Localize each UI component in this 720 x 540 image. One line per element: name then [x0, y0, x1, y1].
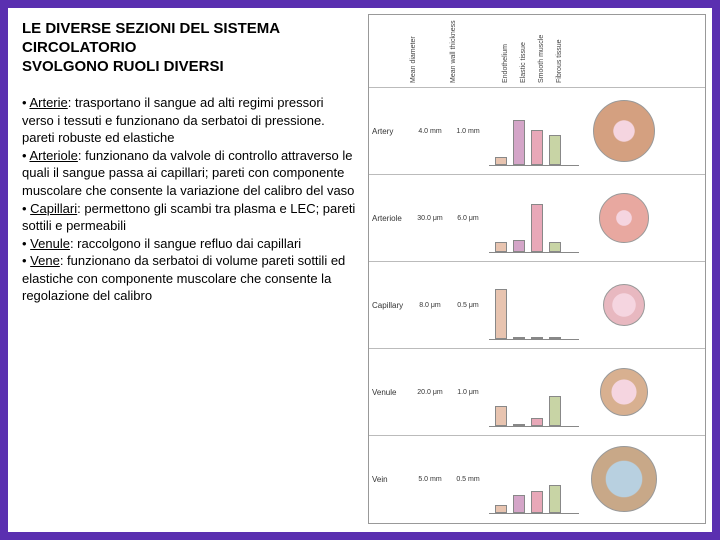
- bar: [513, 495, 525, 513]
- slide-panel: LE DIVERSE SEZIONI DEL SISTEMA CIRCOLATO…: [8, 8, 712, 532]
- bar: [549, 337, 561, 339]
- bar: [495, 505, 507, 513]
- bar: [495, 157, 507, 165]
- row-barchart: [489, 270, 579, 340]
- vessel-table-figure: Mean diameter Mean wall thickness Endothel…: [368, 14, 706, 524]
- bullet-term: Venule: [30, 236, 70, 251]
- bar: [531, 204, 543, 252]
- column-header: Mean diameter: [410, 36, 417, 83]
- row-thickness: 1.0 μm: [449, 389, 487, 396]
- vessel-illustration: [585, 444, 663, 514]
- row-diameter: 20.0 μm: [411, 389, 449, 396]
- row-barchart: [489, 444, 579, 514]
- vessel-row: Venule20.0 μm1.0 μm: [369, 348, 705, 435]
- vessel-illustration: [585, 357, 663, 427]
- bullet-item: • Arteriole: funzionano da valvole di co…: [22, 147, 358, 200]
- vessel-ring: [599, 193, 649, 243]
- text-column: LE DIVERSE SEZIONI DEL SISTEMA CIRCOLATO…: [8, 8, 368, 532]
- bullet-item: • Arterie: trasportano il sangue ad alti…: [22, 94, 358, 147]
- bullet-term: Arteriole: [29, 148, 77, 163]
- bar: [513, 337, 525, 339]
- row-thickness: 0.5 mm: [449, 476, 487, 483]
- bar: [549, 242, 561, 252]
- bullet-term: Arterie: [29, 95, 67, 110]
- rows-container: Artery4.0 mm1.0 mmArteriole30.0 μm6.0 μm…: [369, 87, 705, 523]
- row-barchart: [489, 357, 579, 427]
- row-diameter: 4.0 mm: [411, 128, 449, 135]
- row-barchart: [489, 96, 579, 166]
- bar: [549, 396, 561, 426]
- vessel-ring: [593, 100, 655, 162]
- row-label: Arteriole: [369, 214, 411, 223]
- row-diameter: 8.0 μm: [411, 302, 449, 309]
- bullet-item: • Venule: raccolgono il sangue refluo da…: [22, 235, 358, 253]
- title-l1: LE DIVERSE SEZIONI DEL SISTEMA: [22, 20, 280, 37]
- bar: [531, 418, 543, 426]
- row-diameter: 30.0 μm: [411, 215, 449, 222]
- vessel-ring: [600, 368, 648, 416]
- vessel-illustration: [585, 96, 663, 166]
- title-l3: SVOLGONO RUOLI DIVERSI: [22, 58, 224, 75]
- vessel-ring: [603, 284, 645, 326]
- vessel-ring: [591, 446, 657, 512]
- row-thickness: 0.5 μm: [449, 302, 487, 309]
- vessel-row: Vein5.0 mm0.5 mm: [369, 435, 705, 522]
- bullet-text: : trasportano il sangue ad alti regimi p…: [22, 95, 325, 145]
- bullet-text: : funzionano da serbatoi di volume paret…: [22, 253, 345, 303]
- row-thickness: 1.0 mm: [449, 128, 487, 135]
- column-header: Fibrous tissue: [556, 39, 563, 83]
- vessel-row: Artery4.0 mm1.0 mm: [369, 87, 705, 174]
- bullet-term: Vene: [30, 253, 60, 268]
- bullet-item: • Capillari: permettono gli scambi tra p…: [22, 200, 358, 235]
- row-label: Artery: [369, 127, 411, 136]
- bar: [513, 240, 525, 252]
- row-label: Capillary: [369, 301, 411, 310]
- title-l2: CIRCOLATORIO: [22, 39, 136, 56]
- row-label: Vein: [369, 475, 411, 484]
- bullet-item: • Vene: funzionano da serbatoi di volume…: [22, 252, 358, 305]
- column-header: Elastic tissue: [520, 42, 527, 83]
- bar: [495, 289, 507, 339]
- row-barchart: [489, 183, 579, 253]
- bullet-text: : raccolgono il sangue refluo dai capill…: [70, 236, 301, 251]
- bar: [531, 491, 543, 513]
- bar: [495, 406, 507, 426]
- column-header: Endothelium: [502, 44, 509, 83]
- row-label: Venule: [369, 388, 411, 397]
- bar: [495, 242, 507, 252]
- bullet-term: Capillari: [30, 201, 77, 216]
- column-header: Smooth muscle: [538, 35, 545, 83]
- bar: [549, 135, 561, 165]
- vessel-illustration: [585, 270, 663, 340]
- bar: [531, 337, 543, 339]
- column-header: Mean wall thickness: [450, 20, 457, 83]
- bar: [513, 120, 525, 165]
- row-thickness: 6.0 μm: [449, 215, 487, 222]
- vessel-row: Capillary8.0 μm0.5 μm: [369, 261, 705, 348]
- vessel-illustration: [585, 183, 663, 253]
- bar: [513, 424, 525, 426]
- body-text: • Arterie: trasportano il sangue ad alti…: [22, 94, 358, 305]
- slide-title: LE DIVERSE SEZIONI DEL SISTEMA CIRCOLATO…: [22, 20, 358, 76]
- figure-column: Mean diameter Mean wall thickness Endothel…: [368, 8, 712, 532]
- bar: [549, 485, 561, 513]
- row-diameter: 5.0 mm: [411, 476, 449, 483]
- bar: [531, 130, 543, 165]
- vessel-row: Arteriole30.0 μm6.0 μm: [369, 174, 705, 261]
- header-labels: Mean diameter Mean wall thickness Endothel…: [369, 15, 705, 87]
